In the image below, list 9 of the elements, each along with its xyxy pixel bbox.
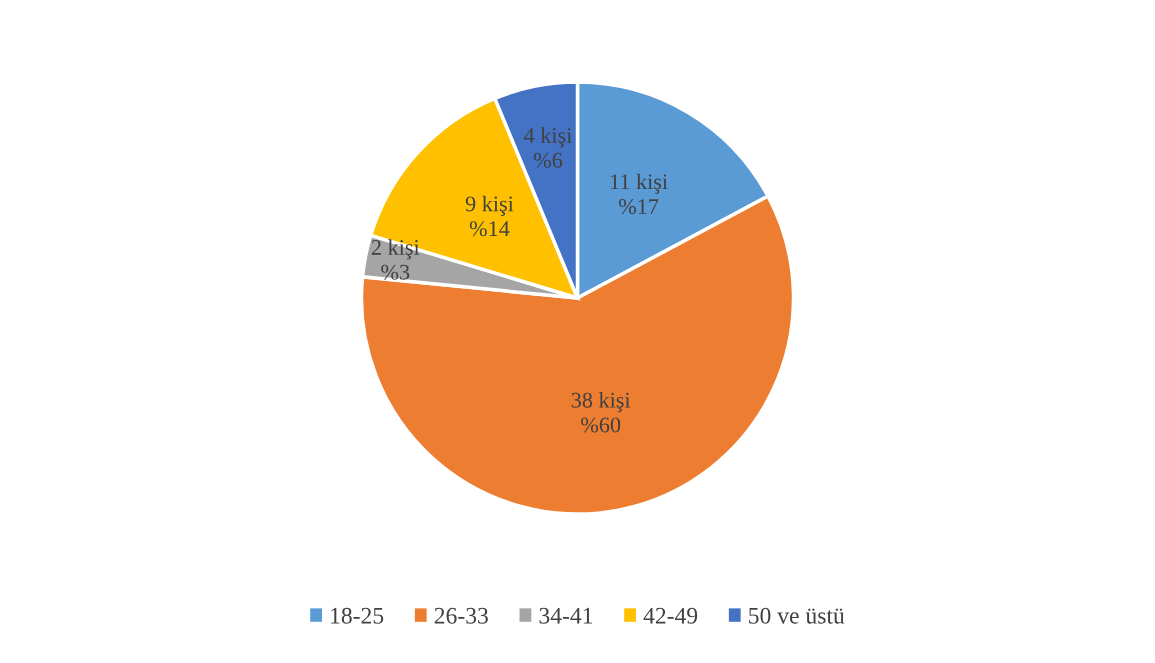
legend-label: 34-41	[539, 607, 593, 624]
data-label: 4 kişi %6	[524, 127, 572, 168]
legend-label: 26-33	[434, 607, 488, 624]
data-label: 38 kişi %60	[571, 392, 631, 433]
data-label: 9 kişi %14	[465, 195, 514, 237]
legend-label: 42-49	[643, 607, 698, 624]
data-label: 11 kişi %17	[611, 173, 668, 215]
legend-label: 18-25	[331, 607, 384, 624]
legend-label: 50 ve üstü	[749, 607, 845, 624]
